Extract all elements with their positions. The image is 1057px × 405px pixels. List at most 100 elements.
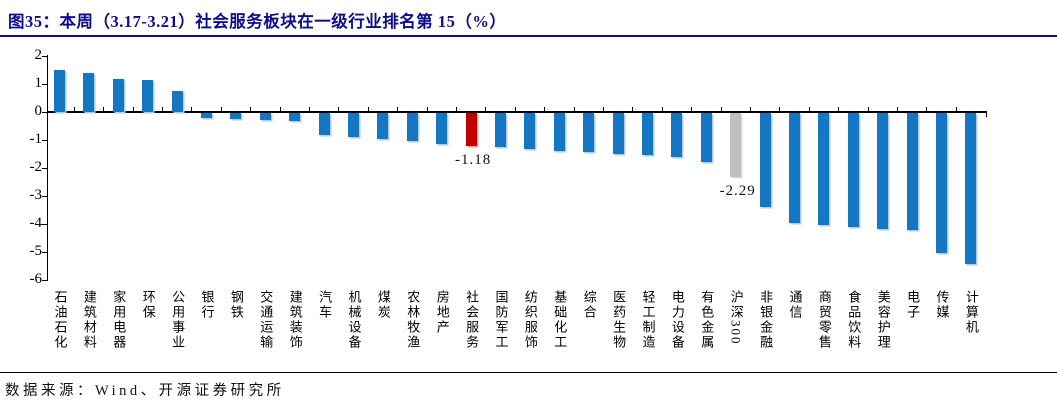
x-axis-tick — [103, 107, 105, 111]
y-axis-tick — [42, 111, 47, 113]
x-axis-tick — [838, 107, 840, 111]
category-label-通信: 通信 — [787, 290, 803, 320]
category-label-房地产: 房地产 — [434, 290, 450, 335]
category-label-钢铁: 钢铁 — [228, 290, 244, 320]
category-label-国防军工: 国防军工 — [493, 290, 509, 350]
category-label-有色金属: 有色金属 — [699, 290, 715, 350]
bottom-divider — [0, 372, 1057, 373]
bar-美容护理 — [877, 113, 889, 229]
x-axis-tick — [367, 107, 369, 111]
x-axis-tick — [896, 107, 898, 111]
x-axis-tick — [132, 107, 134, 111]
bar-交通运输 — [259, 113, 271, 121]
category-label-煤炭: 煤炭 — [375, 290, 391, 320]
y-tick-label: -6 — [29, 271, 43, 287]
category-label-医药生物: 医药生物 — [611, 290, 627, 350]
bar-建筑材料 — [83, 72, 95, 112]
y-tick-label: -4 — [29, 215, 43, 231]
category-label-银行: 银行 — [199, 290, 215, 320]
category-label-传媒: 传媒 — [934, 290, 950, 320]
y-axis-tick — [42, 83, 47, 85]
bar-纺织服饰 — [524, 113, 536, 150]
y-tick-label: -2 — [29, 159, 43, 175]
bar-公用事业 — [171, 91, 183, 112]
category-label-非银金融: 非银金融 — [758, 290, 774, 350]
x-axis-tick — [926, 107, 928, 111]
x-axis-tick — [250, 107, 252, 111]
category-label-轻工制造: 轻工制造 — [640, 290, 656, 350]
x-axis-tick — [720, 107, 722, 111]
bar-房地产 — [436, 113, 448, 145]
x-axis-tick — [426, 107, 428, 111]
category-label-机械设备: 机械设备 — [346, 290, 362, 350]
category-label-美容护理: 美容护理 — [875, 290, 891, 350]
y-tick-label: -1 — [29, 131, 43, 147]
x-axis-tick — [867, 107, 869, 111]
x-axis-tick — [573, 107, 575, 111]
x-axis-tick — [191, 107, 193, 111]
bar-综合 — [583, 113, 595, 152]
bar-煤炭 — [377, 113, 389, 140]
y-axis-tick — [42, 139, 47, 141]
category-label-石油石化: 石油石化 — [52, 290, 68, 350]
category-label-综合: 综合 — [581, 290, 597, 320]
category-label-基础化工: 基础化工 — [552, 290, 568, 350]
x-axis-tick — [749, 107, 751, 111]
y-tick-label: 0 — [34, 103, 43, 119]
x-axis-tick — [514, 107, 516, 111]
bar-汽车 — [318, 113, 330, 136]
title-underline — [0, 35, 1057, 37]
category-label-交通运输: 交通运输 — [258, 290, 274, 350]
y-axis-tick — [42, 195, 47, 197]
x-axis-tick — [279, 107, 281, 111]
y-axis-tick — [42, 55, 47, 57]
category-label-食品饮料: 食品饮料 — [846, 290, 862, 350]
category-label-家用电器: 家用电器 — [111, 290, 127, 350]
x-axis-tick — [779, 107, 781, 111]
category-label-环保: 环保 — [140, 290, 156, 320]
bar-钢铁 — [230, 113, 242, 119]
bar-农林牧渔 — [406, 113, 418, 141]
category-label-纺织服饰: 纺织服饰 — [522, 290, 538, 350]
bar-非银金融 — [759, 113, 771, 208]
bar-通信 — [789, 113, 800, 224]
x-axis-tick — [661, 107, 663, 111]
category-label-建筑装饰: 建筑装饰 — [287, 290, 303, 350]
x-axis-tick — [338, 107, 340, 111]
category-label-农林牧渔: 农林牧渔 — [405, 290, 421, 350]
bar-传媒 — [936, 113, 947, 253]
bar-有色金属 — [700, 113, 712, 163]
x-axis-tick — [161, 107, 163, 111]
bar-商贸零售 — [818, 113, 830, 225]
bar-环保 — [142, 80, 154, 112]
category-label-沪深300: 沪深300 — [728, 290, 744, 346]
bar-国防军工 — [495, 113, 506, 147]
y-tick-label: -5 — [29, 243, 43, 259]
bar-电力设备 — [671, 113, 683, 158]
category-label-建筑材料: 建筑材料 — [81, 290, 97, 350]
y-tick-label: 1 — [34, 75, 43, 91]
data-label-社会服务: -1.18 — [454, 152, 492, 169]
bar-社会服务 — [465, 113, 477, 147]
x-axis-tick — [308, 107, 310, 111]
bar-基础化工 — [553, 113, 565, 152]
category-label-汽车: 汽车 — [317, 290, 333, 320]
x-axis-line — [48, 111, 987, 113]
x-axis-tick — [808, 107, 810, 111]
source-text: 数据来源：Wind、开源证券研究所 — [5, 383, 285, 399]
y-axis-tick — [42, 279, 47, 281]
category-label-公用事业: 公用事业 — [170, 290, 186, 350]
y-axis-tick — [42, 167, 47, 169]
x-axis-tick — [455, 107, 457, 111]
x-axis-tick — [544, 107, 546, 111]
x-axis-tick — [485, 107, 487, 111]
category-label-计算机: 计算机 — [963, 290, 979, 335]
category-label-社会服务: 社会服务 — [464, 290, 480, 350]
y-axis-tick — [42, 251, 47, 253]
category-label-商贸零售: 商贸零售 — [816, 290, 832, 350]
y-tick-label: -3 — [29, 187, 43, 203]
category-label-电力设备: 电力设备 — [669, 290, 685, 350]
bar-电子 — [906, 113, 918, 231]
x-axis-tick — [602, 107, 604, 111]
